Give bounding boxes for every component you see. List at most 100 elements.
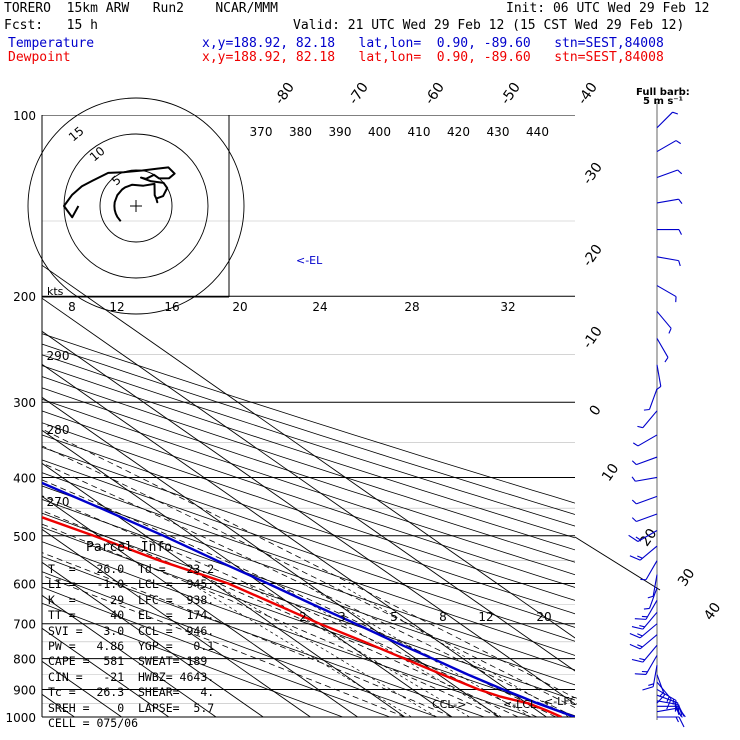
dry-adiabat <box>42 333 575 504</box>
parcel-info-row: LI = -1.0 LCL = 945. <box>48 577 215 592</box>
dry-adiabat <box>42 586 391 717</box>
mixing-ratio-low-label: 5 <box>390 610 398 624</box>
isotherm-label: -60 <box>422 80 448 108</box>
temperature-legend: Temperature <box>8 36 95 51</box>
hodograph-units: kts <box>47 285 64 298</box>
parcel-info-row: SREH = 0 LAPSE= 5.7 <box>48 700 215 715</box>
dry-adiabat <box>42 571 438 717</box>
isotherm-label: -70 <box>346 80 372 108</box>
wind-legend-line1: Full barb: <box>636 87 690 98</box>
theta-label: 390 <box>329 125 352 139</box>
hodograph-ring-label: 10 <box>87 144 108 165</box>
wind-barb <box>629 623 658 639</box>
wind-barb <box>631 513 658 523</box>
isotherm-line <box>42 495 358 717</box>
mixing-ratio-label: 32 <box>500 300 515 314</box>
moist-adiabat <box>42 575 405 717</box>
isotherm-line <box>42 528 311 717</box>
el-marker: <-EL <box>296 254 323 267</box>
moist-adiabat <box>42 445 575 709</box>
mixing-ratio-line <box>213 583 437 717</box>
parcel-info-row: CAPE = 581 SWEAT= 189 <box>48 654 208 669</box>
parcel-info-row: PW = 4.86 YGP = 0.1 <box>48 639 215 653</box>
wind-barb <box>631 495 658 505</box>
isotherm-line <box>42 363 547 717</box>
isotherm-line <box>42 429 453 717</box>
theta-label: 400 <box>368 125 391 139</box>
pressure-tick-label: 100 <box>13 109 36 123</box>
hodograph-ring-label: 15 <box>66 124 87 145</box>
dry-adiabat <box>42 422 575 601</box>
isotherm-label: 0 <box>587 402 605 418</box>
wind-barb <box>629 545 658 561</box>
moist-adiabat <box>42 428 575 699</box>
mixing-ratio-line <box>190 583 412 717</box>
pressure-tick-label: 400 <box>13 471 36 485</box>
mixing-ratio-label: 20 <box>232 300 247 314</box>
hodograph-ring <box>99 169 173 243</box>
ccl-marker: CCL-> <box>432 698 466 711</box>
theta-side-label: 290 <box>47 349 70 363</box>
dry-adiabat <box>42 498 575 686</box>
isotherm-label: -80 <box>272 80 298 108</box>
mixing-ratio-low-label: 12 <box>478 610 493 624</box>
dewpoint-legend: Dewpoint <box>8 50 71 65</box>
isotherm-line <box>42 594 217 717</box>
valid-time: Valid: 21 UTC Wed 29 Feb 12 (15 CST Wed … <box>293 18 685 33</box>
temperature-profile <box>42 481 575 717</box>
mixing-ratio-low-label: 8 <box>439 610 447 624</box>
isotherm-line <box>42 330 575 705</box>
mixing-ratio-low-label: 3 <box>338 610 346 624</box>
isotherm-label: -10 <box>580 324 606 352</box>
dry-adiabat <box>42 526 575 717</box>
wind-barb <box>657 716 685 728</box>
moist-adiabat <box>42 462 575 717</box>
isotherm-label: -30 <box>580 160 606 188</box>
isotherm-label: 40 <box>701 600 724 624</box>
dewpoint-location-info: x,y=188.92, 82.18 lat,lon= 0.90, -89.60 … <box>202 50 664 65</box>
wind-barb <box>631 476 658 482</box>
lfc-marker: <-LFC <box>544 695 578 708</box>
pressure-tick-label: 800 <box>13 653 36 667</box>
wind-barb <box>656 111 679 129</box>
wind-barb <box>634 655 658 675</box>
pressure-tick-label: 700 <box>13 618 36 632</box>
dry-adiabat <box>42 434 575 615</box>
theta-side-label: 280 <box>47 423 70 437</box>
wind-barb <box>643 587 658 610</box>
wind-barb <box>657 229 682 235</box>
frame-corner <box>574 536 661 591</box>
wind-barb <box>656 169 683 179</box>
wind-barb <box>631 644 658 663</box>
dry-adiabat <box>42 472 575 656</box>
wind-barb <box>643 388 658 411</box>
theta-label: 420 <box>447 125 470 139</box>
mixing-ratio-line <box>245 583 470 717</box>
temperature-location-info: x,y=188.92, 82.18 lat,lon= 0.90, -89.60 … <box>202 36 664 51</box>
wind-barb <box>656 338 669 363</box>
theta-label: 430 <box>487 125 510 139</box>
parcel-info-row: K = 29 LFC = 938. <box>48 592 215 607</box>
wind-barb <box>631 611 658 630</box>
dry-adiabat <box>42 410 575 588</box>
pressure-tick-label: 200 <box>13 290 36 304</box>
hodograph-trace <box>63 166 176 222</box>
wind-barb <box>628 530 658 542</box>
forecast-hour: Fcst: 15 h <box>4 18 98 33</box>
isotherm-label: 30 <box>675 566 698 590</box>
wind-barb <box>656 688 677 712</box>
dry-adiabat <box>42 541 532 717</box>
hodograph-ring <box>27 97 245 315</box>
wind-barb <box>656 681 672 710</box>
parcel-info-row: TT = 40 EL = 174. <box>48 608 215 623</box>
dry-adiabat <box>42 556 485 717</box>
parcel-info-row: SVI = 3.0 CCL = 946. <box>48 623 215 638</box>
mixing-ratio-label: 12 <box>109 300 124 314</box>
wind-barb <box>656 674 666 704</box>
dry-adiabat <box>42 387 575 563</box>
dry-adiabat <box>42 446 575 628</box>
wind-barb <box>656 256 681 267</box>
isotherm-label: -20 <box>580 242 606 270</box>
wind-barb <box>629 634 658 650</box>
